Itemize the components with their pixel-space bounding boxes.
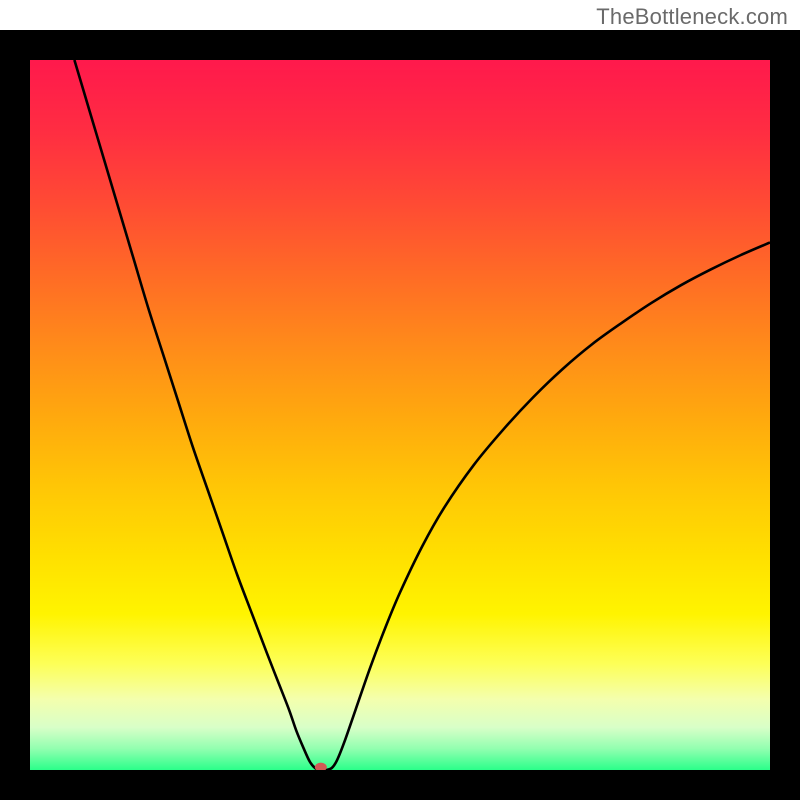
gradient-background bbox=[30, 60, 770, 770]
outer-border bbox=[0, 30, 800, 800]
watermark-text: TheBottleneck.com bbox=[596, 4, 788, 30]
chart-frame: TheBottleneck.com bbox=[0, 0, 800, 800]
chart-svg bbox=[0, 30, 800, 800]
